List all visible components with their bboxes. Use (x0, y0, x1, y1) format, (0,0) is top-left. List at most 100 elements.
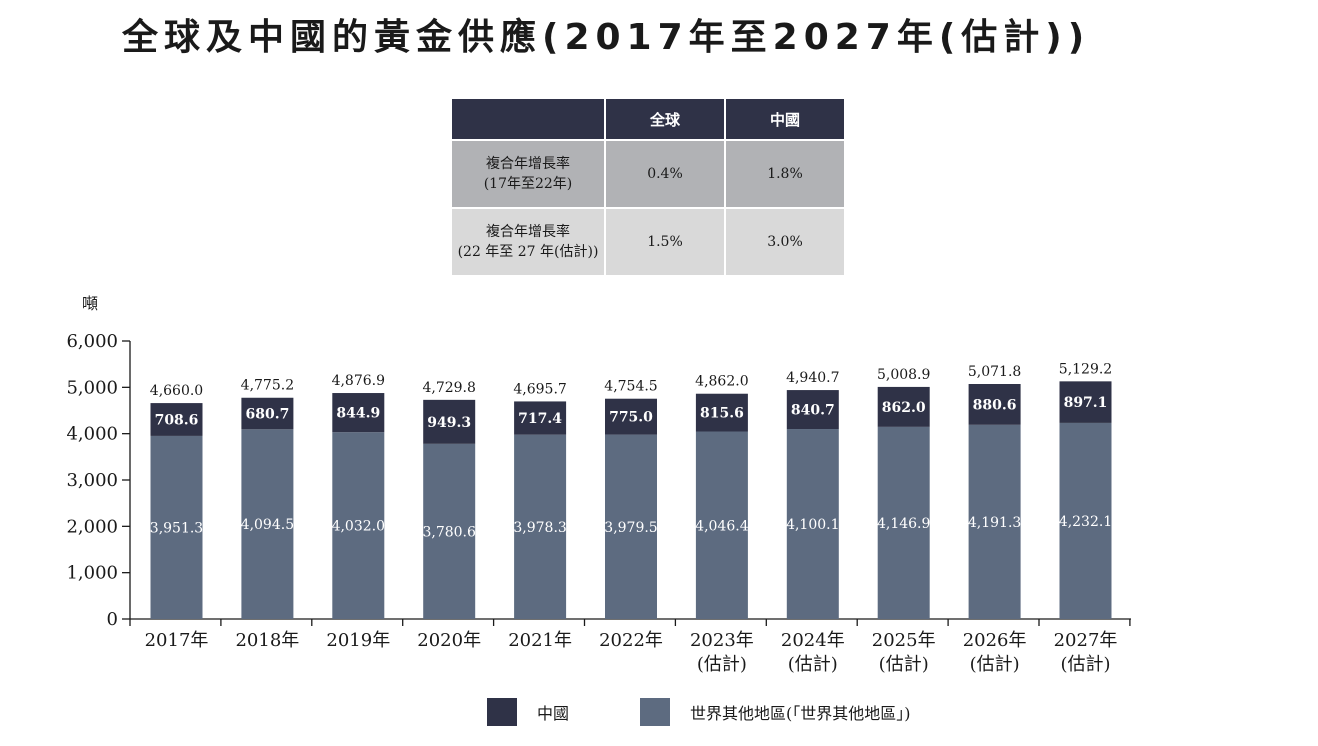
cagr-header-blank (450, 97, 606, 141)
cagr-label-main: 複合年增長率 (486, 224, 570, 240)
bar-china (695, 393, 748, 432)
bar-label-china: 880.6 (973, 397, 1017, 413)
cagr-china-value: 1.8% (724, 139, 846, 209)
x-tick-label: 2027年 (1054, 630, 1118, 651)
bar-rest-of-world (150, 435, 203, 619)
x-tick-label: 2018年 (235, 630, 299, 651)
cagr-row-label: 複合年增長率 (17年至22年) (450, 139, 606, 209)
x-tick-label: 2025年 (872, 630, 936, 651)
bar-rest-of-world (1059, 422, 1112, 619)
bar-label-china: 775.0 (609, 410, 653, 426)
bar-rest-of-world (332, 432, 385, 619)
bar-label-china: 815.6 (700, 406, 744, 422)
cagr-label-main: 複合年增長率 (486, 156, 570, 172)
bar-label-rest-of-world: 4,232.1 (1059, 514, 1112, 530)
bar-label-rest-of-world: 4,100.1 (786, 517, 839, 533)
bar-china (514, 401, 567, 435)
bar-total-label: 4,862.0 (695, 374, 748, 390)
bar-total-label: 5,008.9 (877, 367, 930, 383)
bar-china (150, 403, 203, 436)
bar-china (605, 398, 657, 435)
cagr-global-value: 0.4% (604, 139, 726, 209)
cagr-global-value: 1.5% (604, 207, 726, 277)
y-axis-unit-label: 噸 (82, 294, 99, 313)
bar-rest-of-world (786, 429, 839, 619)
bar-china (1059, 381, 1112, 423)
bar-label-china: 840.7 (791, 403, 835, 419)
bar-rest-of-world (877, 426, 930, 619)
bar-total-label: 4,754.5 (604, 379, 657, 395)
x-tick-label: (估計) (970, 654, 1020, 675)
bar-total-label: 4,660.0 (150, 383, 203, 399)
legend-item-china: 中國 (487, 698, 569, 726)
legend-label-rest: 世界其他地區(「世界其他地區」) (690, 704, 911, 723)
bar-china (786, 390, 839, 430)
x-tick-label: (估計) (1060, 654, 1110, 675)
bar-rest-of-world (695, 431, 748, 619)
bar-label-rest-of-world: 3,780.6 (422, 524, 476, 540)
bar-label-rest-of-world: 3,978.3 (513, 520, 566, 536)
cagr-label-period: (17年至22年) (483, 176, 573, 192)
y-tick-label: 6,000 (66, 331, 118, 352)
cagr-table: 全球 中國 複合年增長率 (17年至22年) 0.4% 1.8% 複合年增長率 … (450, 97, 846, 277)
cagr-label-period: (22 年至 27 年(估計)) (457, 244, 599, 260)
bar-total-label: 4,775.2 (241, 378, 294, 394)
bar-total-label: 5,129.2 (1059, 361, 1112, 377)
cagr-row: 複合年增長率 (22 年至 27 年(估計)) 1.5% 3.0% (450, 207, 846, 277)
bar-label-china: 717.4 (518, 411, 562, 427)
x-tick-label: 2017年 (145, 630, 209, 651)
y-tick-label: 1,000 (66, 563, 118, 584)
bar-total-label: 4,876.9 (332, 373, 385, 389)
cagr-row-label: 複合年增長率 (22 年至 27 年(估計)) (450, 207, 606, 277)
x-tick-label: (估計) (879, 654, 929, 675)
bar-rest-of-world (423, 443, 476, 619)
y-tick-label: 0 (107, 609, 118, 630)
y-tick-label: 4,000 (66, 424, 118, 445)
legend-item-rest: 世界其他地區(「世界其他地區」) (640, 698, 911, 726)
bar-china (332, 393, 385, 433)
bar-label-rest-of-world: 4,146.9 (877, 516, 930, 532)
legend-swatch-china (487, 698, 517, 726)
bar-label-rest-of-world: 4,191.3 (968, 515, 1021, 531)
bar-label-rest-of-world: 4,032.0 (332, 519, 385, 535)
cagr-table-header: 全球 中國 (450, 97, 846, 141)
x-tick-label: 2022年 (599, 630, 663, 651)
cagr-china-value: 3.0% (724, 207, 846, 277)
bar-label-china: 949.3 (427, 415, 471, 431)
x-tick-label: (估計) (788, 654, 838, 675)
bar-china (877, 386, 930, 427)
bar-rest-of-world (514, 434, 567, 619)
bar-rest-of-world (968, 424, 1021, 619)
cagr-row: 複合年增長率 (17年至22年) 0.4% 1.8% (450, 139, 846, 209)
x-tick-label: 2020年 (417, 630, 481, 651)
x-tick-label: 2023年 (690, 630, 754, 651)
x-tick-label: 2021年 (508, 630, 572, 651)
bar-label-rest-of-world: 4,094.5 (241, 517, 294, 533)
x-tick-label: (估計) (697, 654, 747, 675)
x-tick-label: 2019年 (326, 630, 390, 651)
bar-label-china: 844.9 (336, 406, 380, 422)
legend-swatch-rest (640, 698, 670, 726)
bar-total-label: 4,729.8 (422, 380, 475, 396)
cagr-header-china: 中國 (724, 97, 846, 141)
bar-china (241, 397, 294, 430)
bar-rest-of-world (241, 429, 294, 619)
y-tick-label: 2,000 (66, 516, 118, 537)
x-tick-label: 2024年 (781, 630, 845, 651)
bar-label-china: 680.7 (245, 407, 289, 423)
x-tick-label: 2026年 (963, 630, 1027, 651)
bar-total-label: 4,695.7 (513, 381, 566, 397)
bar-total-label: 4,940.7 (786, 370, 839, 386)
bar-label-rest-of-world: 3,979.5 (604, 520, 657, 536)
y-tick-label: 5,000 (66, 377, 118, 398)
bar-total-label: 5,071.8 (968, 364, 1021, 380)
bar-china (423, 399, 476, 444)
chart-title: 全球及中國的黃金供應(2017年至2027年(估計)) (122, 17, 1091, 58)
bar-label-china: 862.0 (882, 400, 926, 416)
bar-label-rest-of-world: 4,046.4 (695, 518, 749, 534)
bar-label-china: 708.6 (155, 413, 199, 429)
cagr-header-global: 全球 (604, 97, 726, 141)
bar-label-china: 897.1 (1064, 395, 1108, 411)
legend-label-china: 中國 (537, 704, 570, 723)
